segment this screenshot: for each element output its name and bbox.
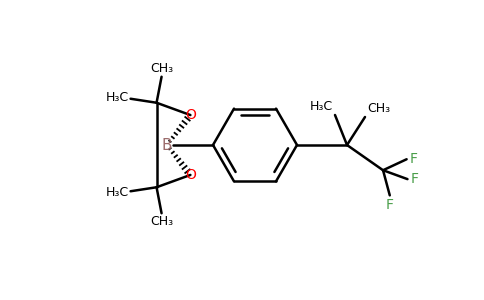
Text: H₃C: H₃C (106, 186, 129, 199)
Text: CH₃: CH₃ (150, 215, 173, 228)
Text: F: F (410, 172, 419, 186)
Text: CH₃: CH₃ (367, 102, 390, 115)
Text: O: O (185, 108, 196, 122)
Text: B: B (162, 137, 172, 152)
Text: F: F (409, 152, 418, 166)
Text: F: F (386, 198, 394, 212)
Text: H₃C: H₃C (106, 91, 129, 104)
Text: O: O (185, 168, 196, 182)
Text: CH₃: CH₃ (150, 62, 173, 75)
Text: H₃C: H₃C (310, 100, 333, 113)
